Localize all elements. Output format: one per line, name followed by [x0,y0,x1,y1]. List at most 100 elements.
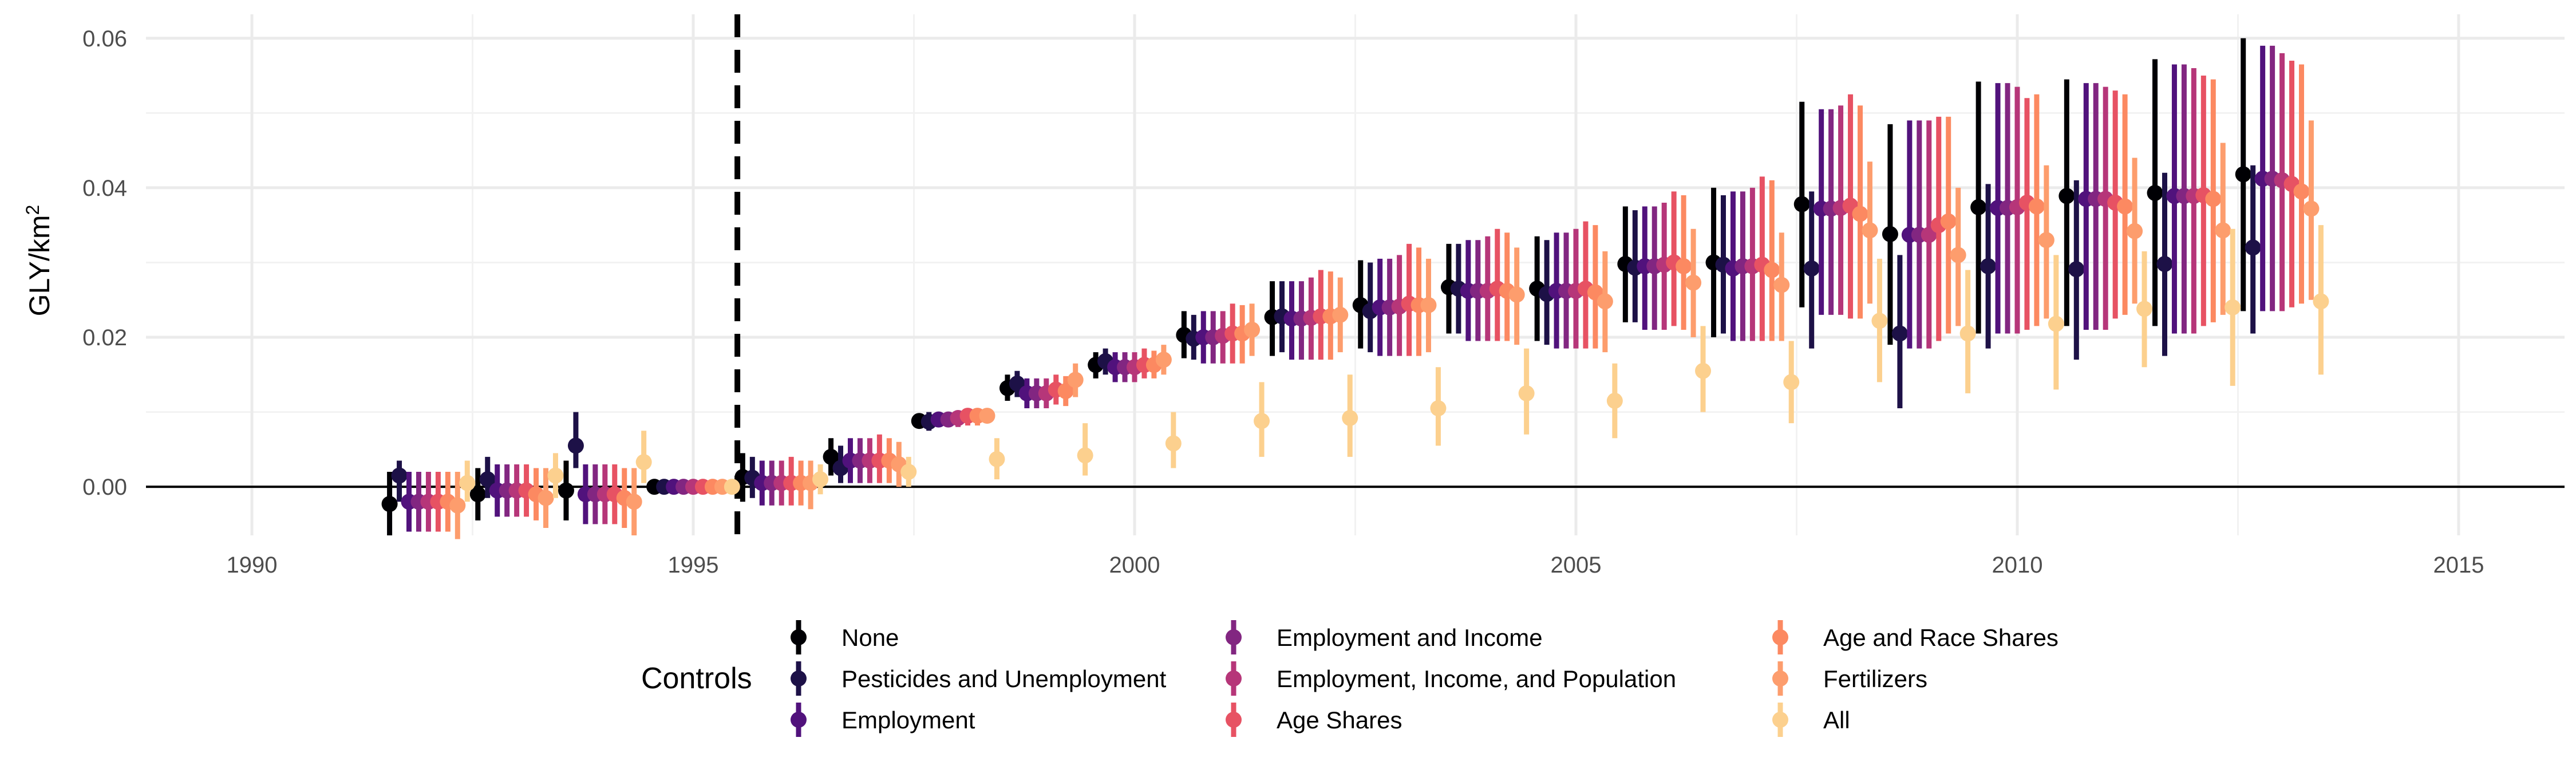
y-tick-label: 0.02 [82,325,127,350]
data-point [1803,260,1820,277]
data-point [1940,213,1957,230]
legend-key [1226,661,1242,696]
data-point [1980,258,1997,274]
data-point [1254,413,1270,429]
x-tick-label: 2015 [2433,553,2484,578]
data-point [724,479,740,495]
legend-key-point [791,671,807,687]
legend-key-point [1226,629,1242,645]
y-axis-ticks: 0.00 0.02 0.04 0.06 [82,26,127,500]
y-tick-label: 0.06 [82,26,127,52]
legend-label: Age and Race Shares [1823,624,2059,651]
data-point [1430,400,1447,417]
legend-label: Pesticides and Unemployment [841,665,1167,692]
legend-key [791,661,807,696]
legend-key-point [791,629,807,645]
data-point [1882,226,1898,242]
data-point [626,494,642,510]
data-point [2205,191,2222,207]
data-point [567,437,584,454]
data-point [1244,321,1261,338]
data-point [1852,206,1868,222]
data-point [1057,383,1074,400]
data-point [479,471,496,488]
legend-key-point [1226,671,1242,687]
data-point [1077,447,1093,464]
data-point [1959,325,1976,342]
data-point [538,490,554,506]
data-point [2156,256,2173,273]
data-point [2313,293,2329,310]
x-tick-label: 2010 [1992,553,2042,578]
data-point [1009,375,1025,392]
data-point [381,496,398,512]
data-point [979,408,995,424]
legend-key-point [1226,712,1242,728]
series-layer [381,38,2329,539]
legend-key [1772,703,1788,737]
legend: Controls None Pesticides and Unemployment… [641,620,2059,737]
data-point [1342,410,1358,427]
legend-label: Age Shares [1277,707,1402,733]
series-all [459,225,2329,502]
data-point [1793,196,1810,212]
data-point [900,464,917,480]
data-point [449,497,466,514]
data-point [2136,301,2153,317]
series-fertilizers [449,120,2320,539]
legend-key [791,703,807,737]
x-axis-ticks: 1990 1995 2000 2005 2010 2015 [227,553,2484,578]
data-point [1676,258,1692,274]
legend-title: Controls [641,662,752,695]
data-point [823,448,839,465]
data-point [1420,297,1437,313]
data-point [391,467,408,484]
data-point [2028,198,2045,215]
data-point [558,482,574,499]
data-point [469,486,486,503]
y-axis-title-text: GLY/km [23,215,56,316]
legend-label: Fertilizers [1823,665,1927,692]
data-point [1685,274,1702,291]
legend-label: Employment [841,707,975,733]
data-point [1165,435,1182,452]
data-point [2225,299,2241,315]
x-tick-label: 1990 [227,553,278,578]
data-point [2215,222,2231,239]
data-point [2293,183,2310,200]
legend-key-point [1772,629,1788,645]
series-age-and-race-shares [440,64,2310,532]
data-point [2038,232,2055,249]
y-axis-title-superscript: 2 [22,205,43,215]
legend-label: All [1823,707,1850,733]
data-point [2127,223,2143,239]
data-point [2303,200,2320,217]
x-tick-label: 1995 [668,553,719,578]
data-point [459,475,476,491]
legend-label: Employment, Income, and Population [1277,665,1676,692]
legend-label: Employment and Income [1277,624,1543,651]
data-point [1871,313,1888,329]
x-tick-label: 2000 [1109,553,1160,578]
legend-key-point [791,712,807,728]
data-point [2059,188,2075,204]
data-point [2235,166,2251,183]
data-point [1518,385,1535,401]
data-point [1695,362,1712,379]
legend-key-point [1772,712,1788,728]
data-point [1332,306,1349,323]
data-point [2245,239,2261,256]
data-point [2117,198,2134,215]
data-point [1597,293,1613,310]
data-point [1067,372,1084,388]
legend-key [1772,661,1788,696]
data-point [1764,262,1780,278]
y-tick-label: 0.00 [82,475,127,500]
series-none [381,38,2251,535]
data-point [1155,352,1172,368]
y-tick-label: 0.04 [82,176,127,201]
data-point [1891,325,1908,342]
data-point [1508,286,1525,303]
legend-key [1226,620,1242,654]
